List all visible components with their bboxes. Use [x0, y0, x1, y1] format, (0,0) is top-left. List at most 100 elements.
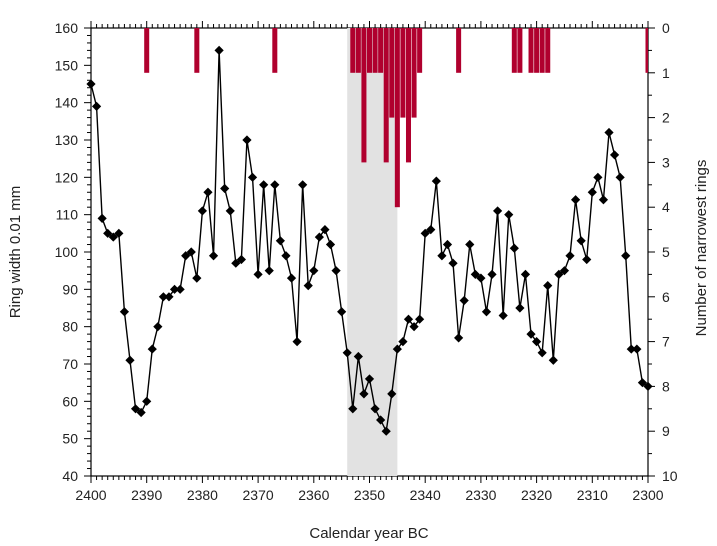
ring-width-point: [119, 307, 130, 317]
ring-width-point: [465, 239, 475, 250]
ring-width-point: [91, 101, 102, 111]
ring-width-point: [231, 258, 241, 268]
x-tick-label: 2320: [521, 487, 552, 503]
ring-width-point: [281, 251, 291, 261]
y-tick-label: 100: [55, 244, 79, 260]
narrowest-rings-bar: [355, 28, 361, 73]
y-tick-label: 40: [62, 468, 78, 484]
ring-width-point: [130, 404, 141, 414]
x-tick-label: 2370: [243, 487, 274, 503]
ring-width-point: [537, 348, 547, 358]
y2-tick-label: 1: [662, 65, 670, 81]
ring-width-point: [142, 396, 152, 406]
ring-width-point: [498, 310, 508, 321]
y2-tick-label: 0: [662, 20, 670, 36]
narrowest-rings-bar: [272, 28, 278, 73]
ring-width-point: [431, 176, 441, 186]
narrowest-rings-bar: [517, 28, 523, 73]
narrowest-rings-bar: [394, 28, 400, 208]
y-tick-label: 150: [55, 57, 79, 73]
ring-width-point: [442, 239, 453, 250]
ring-width-point: [348, 404, 358, 414]
narrowest-rings-bar: [545, 28, 551, 73]
ring-width-point: [158, 292, 169, 302]
ring-width-point: [169, 284, 180, 294]
y2-tick-label: 8: [662, 378, 670, 394]
ring-width-point: [364, 374, 375, 384]
ring-width-point: [637, 378, 648, 388]
ring-width-point: [86, 79, 96, 89]
ring-width-point: [225, 206, 235, 216]
narrowest-rings-bar: [417, 28, 423, 73]
ring-width-point: [548, 355, 558, 365]
narrowest-rings-bar: [144, 28, 150, 73]
narrowest-rings-bar: [389, 28, 395, 118]
ring-width-point: [582, 254, 592, 265]
y-axis-title: Ring width 0.01 mm: [7, 186, 24, 319]
x-tick-label: 2380: [187, 487, 218, 503]
ring-width-point: [398, 337, 408, 347]
y2-tick-label: 4: [662, 199, 670, 215]
ring-width-point: [370, 404, 380, 414]
y-tick-label: 120: [55, 169, 79, 185]
ring-width-point: [214, 45, 224, 55]
ring-width-point: [247, 172, 258, 182]
ring-width-point: [598, 195, 609, 205]
ring-width-point: [576, 236, 586, 246]
narrowest-rings-bar: [456, 28, 462, 73]
ring-width-point: [264, 266, 274, 276]
ring-width-point: [342, 348, 352, 358]
ring-width-point: [103, 228, 113, 238]
x-tick-label: 2330: [465, 487, 496, 503]
ring-width-point: [203, 187, 213, 197]
ring-width-point: [615, 172, 625, 182]
y-tick-label: 60: [62, 393, 78, 409]
x-tick-label: 2400: [75, 487, 106, 503]
ring-width-point: [392, 344, 402, 354]
ring-width-point: [208, 251, 219, 261]
narrowest-rings-bar: [383, 28, 389, 163]
ring-width-point: [426, 225, 436, 235]
ring-width-point: [621, 251, 631, 261]
shade-band: [347, 28, 398, 476]
narrowest-rings-bar: [511, 28, 517, 73]
ring-width-point: [153, 322, 163, 332]
ring-width-point: [554, 269, 564, 279]
narrowest-rings-bar: [400, 28, 406, 118]
narrowest-rings-bar: [539, 28, 545, 73]
narrowest-rings-bar: [366, 28, 373, 73]
y-tick-label: 130: [55, 132, 79, 148]
ring-width-point: [97, 213, 107, 223]
ring-width-point: [147, 344, 157, 354]
narrowest-rings-bar: [405, 28, 411, 163]
y2-tick-label: 3: [662, 154, 670, 170]
ring-width-point: [331, 266, 341, 276]
ring-width-point: [125, 355, 135, 365]
ring-width-point: [520, 269, 531, 279]
narrowest-rings-bar: [645, 28, 648, 73]
ring-width-point: [220, 183, 230, 194]
ring-width-point: [604, 127, 614, 138]
x-axis-title: Calendar year BC: [309, 525, 428, 542]
ring-width-point: [242, 135, 252, 145]
ring-width-point: [303, 281, 313, 291]
x-tick-label: 2310: [577, 487, 608, 503]
narrowest-rings-bar: [534, 28, 540, 73]
ring-width-point: [381, 426, 391, 436]
ring-width-point: [298, 180, 308, 190]
ring-width-point: [570, 195, 581, 205]
ring-width-point: [181, 251, 191, 261]
ring-width-point: [476, 273, 486, 283]
ring-width-point: [632, 344, 642, 354]
ring-width-point: [270, 180, 280, 190]
ring-width-point: [353, 351, 363, 362]
y2-tick-label: 9: [662, 423, 670, 439]
ring-width-point: [493, 206, 503, 216]
ring-width-point: [403, 314, 414, 324]
ring-width-point: [504, 210, 514, 220]
y-tick-label: 80: [62, 319, 78, 335]
ring-width-point: [559, 266, 570, 276]
y2-tick-label: 2: [662, 110, 670, 126]
ring-width-point: [454, 333, 464, 343]
